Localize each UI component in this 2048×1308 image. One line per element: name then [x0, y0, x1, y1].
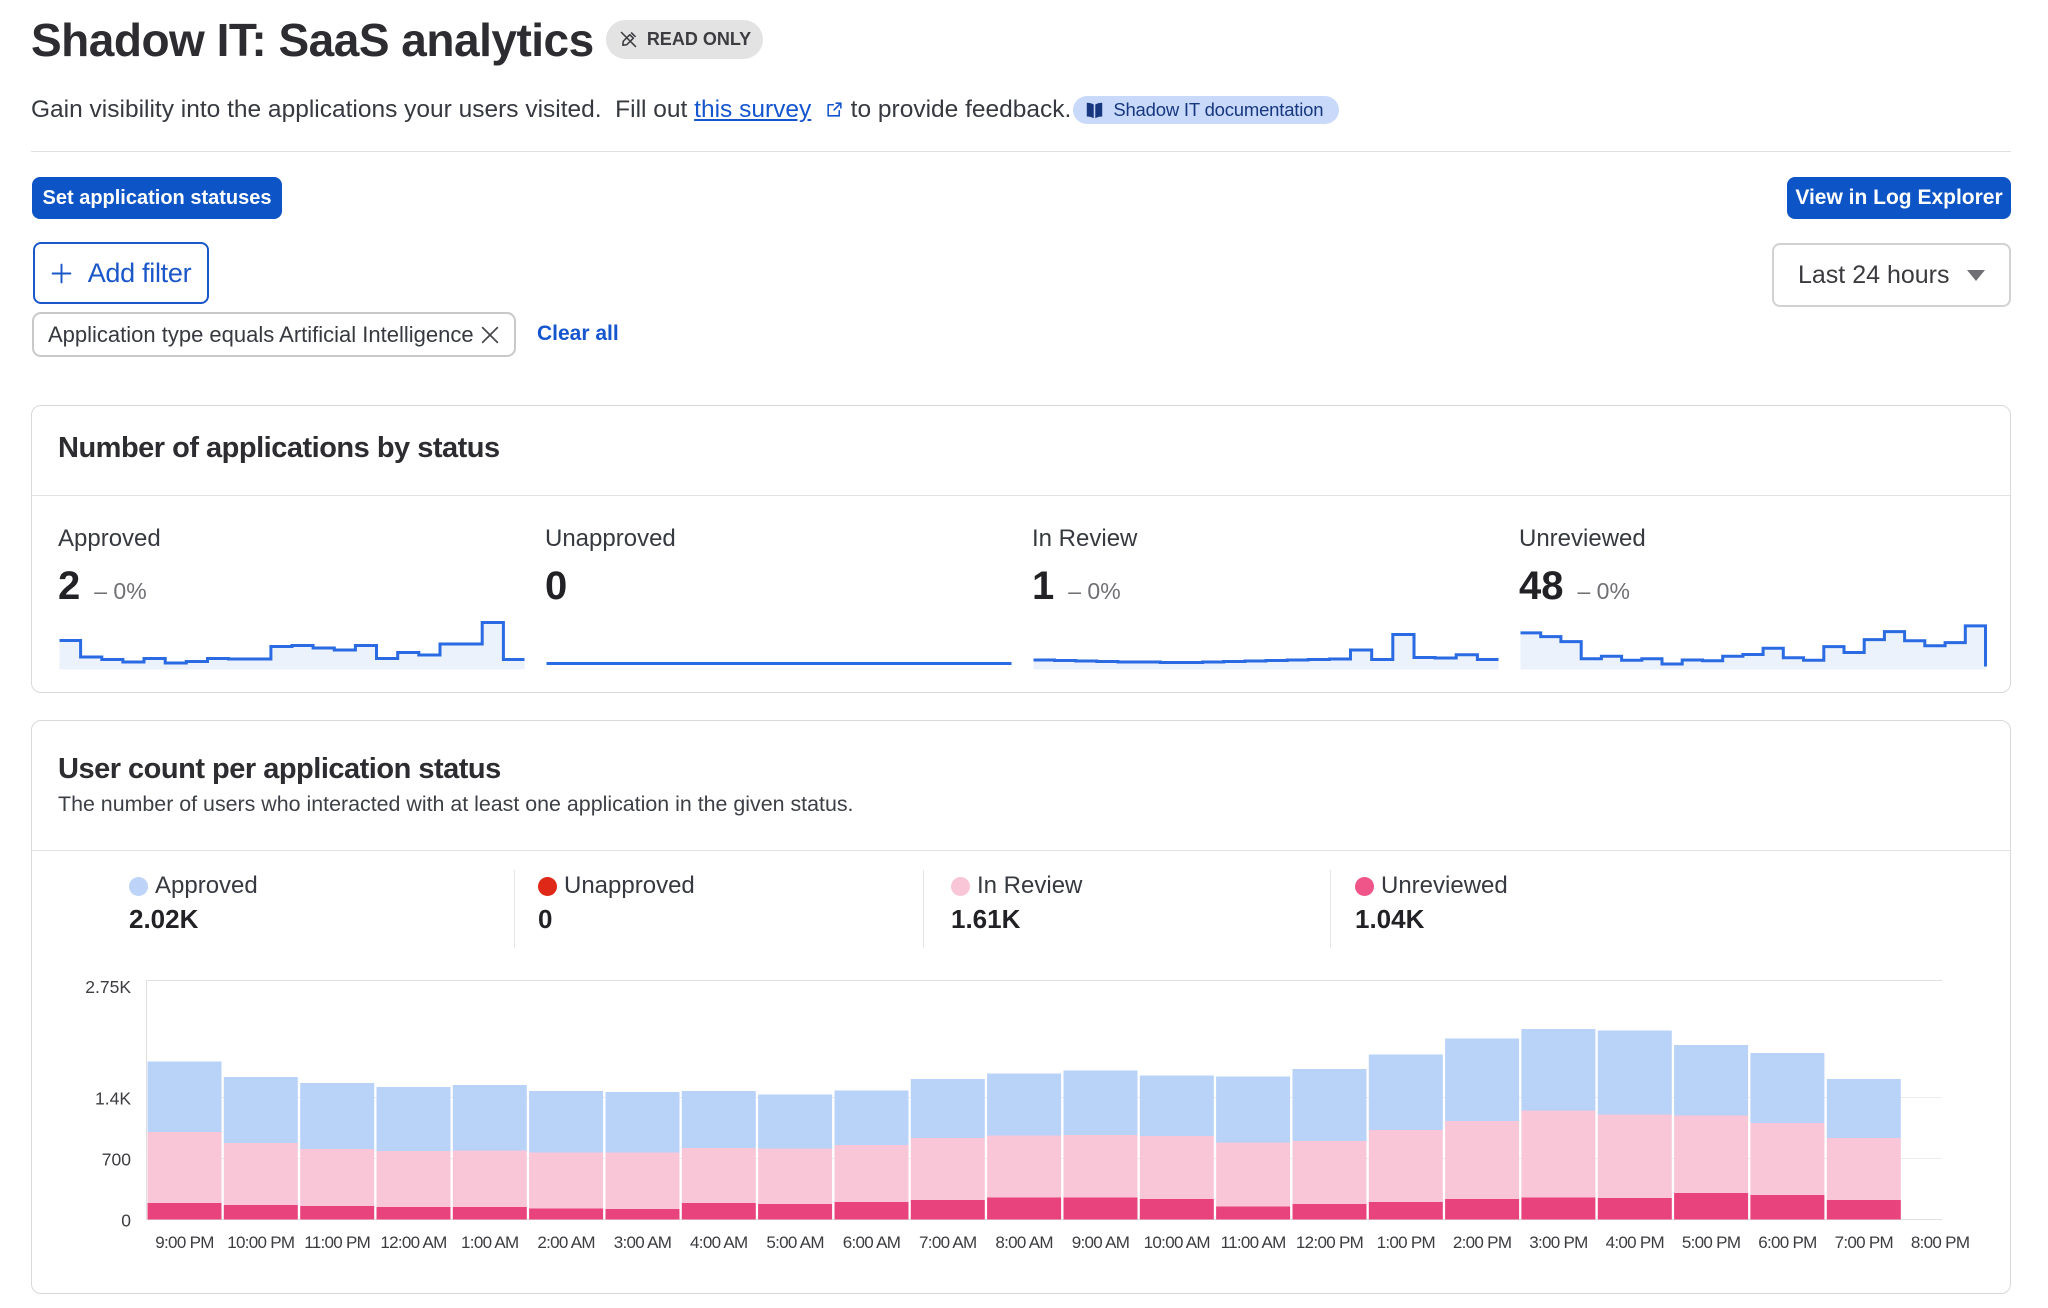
svg-text:5:00 PM: 5:00 PM: [1682, 1233, 1740, 1252]
svg-text:9:00 AM: 9:00 AM: [1072, 1233, 1129, 1252]
svg-text:2:00 PM: 2:00 PM: [1453, 1233, 1511, 1252]
svg-text:3:00 PM: 3:00 PM: [1529, 1233, 1587, 1252]
svg-text:4:00 AM: 4:00 AM: [690, 1233, 747, 1252]
svg-text:2.75K: 2.75K: [85, 977, 131, 997]
svg-text:700: 700: [102, 1150, 131, 1170]
svg-text:3:00 AM: 3:00 AM: [614, 1233, 671, 1252]
svg-text:6:00 AM: 6:00 AM: [843, 1233, 900, 1252]
svg-text:7:00 PM: 7:00 PM: [1835, 1233, 1893, 1252]
svg-text:10:00 PM: 10:00 PM: [227, 1233, 294, 1252]
svg-text:8:00 AM: 8:00 AM: [995, 1233, 1052, 1252]
svg-text:1:00 PM: 1:00 PM: [1377, 1233, 1435, 1252]
svg-text:10:00 AM: 10:00 AM: [1144, 1233, 1210, 1252]
svg-text:4:00 PM: 4:00 PM: [1606, 1233, 1664, 1252]
svg-text:6:00 PM: 6:00 PM: [1758, 1233, 1816, 1252]
svg-text:2:00 AM: 2:00 AM: [537, 1233, 594, 1252]
svg-text:12:00 AM: 12:00 AM: [380, 1233, 446, 1252]
svg-text:5:00 AM: 5:00 AM: [766, 1233, 823, 1252]
svg-text:1:00 AM: 1:00 AM: [461, 1233, 518, 1252]
svg-text:11:00 PM: 11:00 PM: [304, 1233, 370, 1252]
svg-text:12:00 PM: 12:00 PM: [1296, 1233, 1363, 1252]
svg-text:7:00 AM: 7:00 AM: [919, 1233, 976, 1252]
svg-text:9:00 PM: 9:00 PM: [155, 1233, 213, 1252]
svg-text:11:00 AM: 11:00 AM: [1221, 1233, 1286, 1252]
svg-text:1.4K: 1.4K: [95, 1089, 131, 1109]
svg-text:0: 0: [121, 1211, 131, 1231]
svg-text:8:00 PM: 8:00 PM: [1911, 1233, 1969, 1252]
